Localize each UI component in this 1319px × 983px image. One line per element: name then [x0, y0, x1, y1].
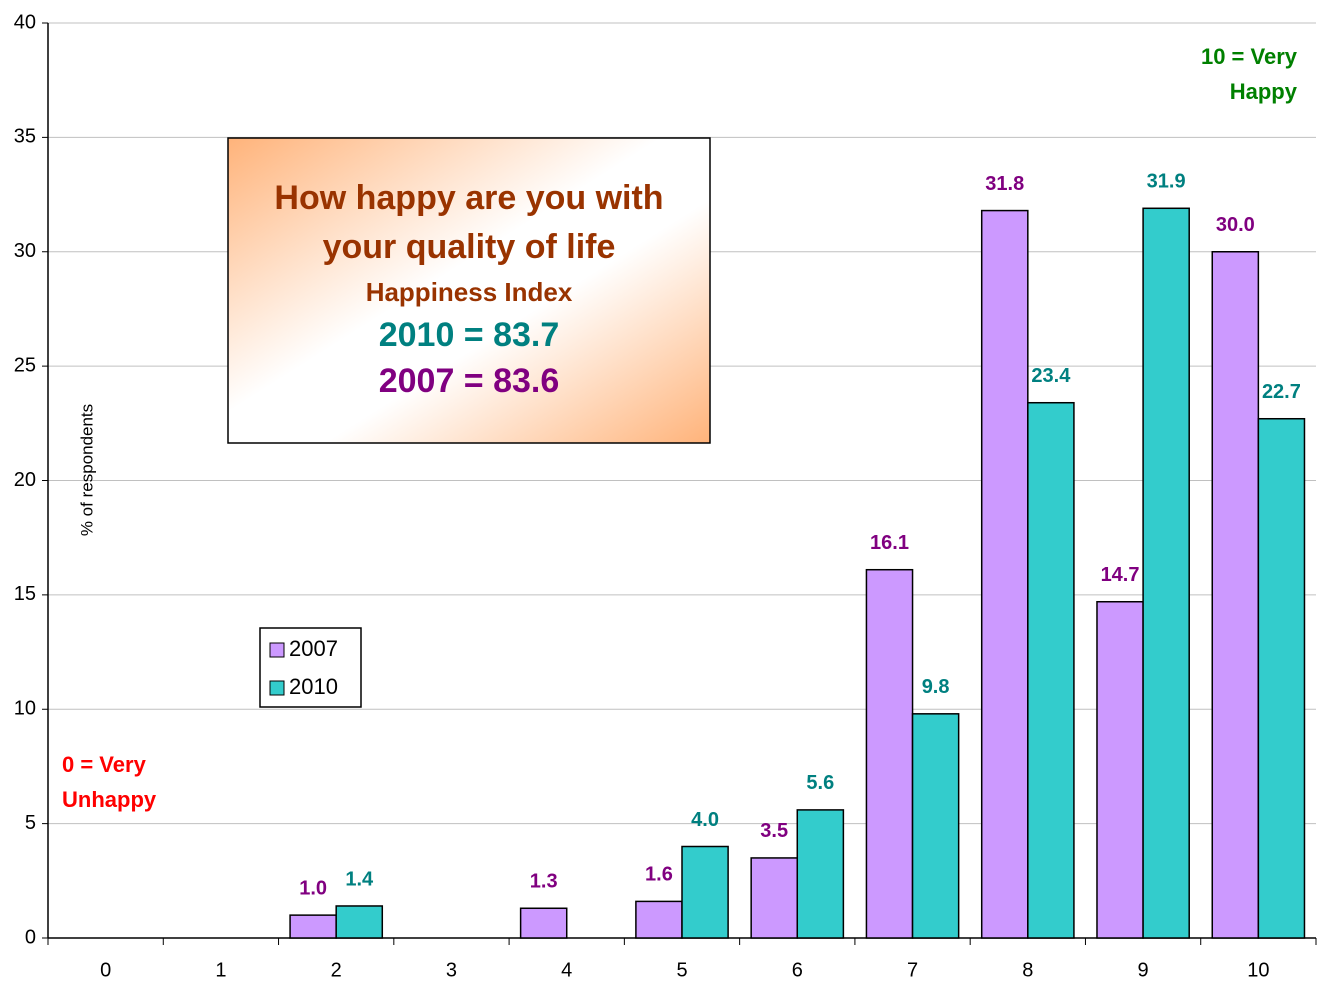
legend-swatch [269, 680, 285, 696]
data-label: 22.7 [1262, 381, 1301, 403]
bar [911, 713, 960, 939]
data-label: 31.8 [985, 173, 1024, 195]
y-tick-label: 40 [14, 11, 36, 33]
x-tick-label: 5 [676, 959, 687, 981]
bar [289, 914, 337, 939]
annotation: 0 = Very [62, 752, 147, 777]
data-label: 9.8 [922, 676, 950, 698]
bar [681, 845, 729, 939]
bar [1142, 207, 1190, 939]
data-label: 1.0 [299, 877, 327, 899]
x-tick-label: 4 [561, 959, 572, 981]
y-tick-label: 20 [14, 469, 36, 491]
x-tick-label: 9 [1138, 959, 1149, 981]
legend-label: 2007 [289, 636, 338, 661]
y-axis-label: % of respondents [77, 404, 96, 536]
data-label: 1.6 [645, 864, 673, 886]
bar [796, 809, 845, 939]
data-label: 1.3 [530, 871, 558, 893]
text-box-line: 2007 = 83.6 [379, 362, 560, 400]
x-tick-label: 10 [1247, 959, 1269, 981]
y-tick-label: 30 [14, 240, 36, 262]
x-tick-label: 3 [446, 959, 457, 981]
bar [335, 905, 384, 939]
text-box-line: your quality of life [323, 228, 616, 266]
data-label: 1.4 [345, 868, 374, 890]
annotation: Unhappy [62, 787, 157, 812]
legend-label: 2010 [289, 674, 338, 699]
bar [750, 857, 799, 939]
text-box-line: How happy are you with [274, 179, 663, 217]
y-tick-label: 15 [14, 583, 36, 605]
x-tick-label: 1 [215, 959, 226, 981]
data-label: 30.0 [1216, 214, 1255, 236]
data-label: 23.4 [1031, 365, 1071, 387]
text-box [227, 137, 711, 444]
x-tick-label: 0 [100, 959, 111, 981]
bar [1096, 600, 1144, 939]
data-label: 5.6 [806, 772, 834, 794]
annotation: Happy [1230, 79, 1298, 104]
bar [635, 900, 683, 939]
data-label: 14.7 [1101, 564, 1140, 586]
data-label: 4.0 [691, 809, 719, 831]
x-tick-label: 2 [331, 959, 342, 981]
x-tick-label: 7 [907, 959, 918, 981]
x-tick-label: 8 [1022, 959, 1033, 981]
bar [980, 209, 1029, 939]
bar [865, 568, 914, 939]
legend-swatch [269, 642, 285, 658]
y-tick-label: 0 [25, 926, 36, 948]
text-box-line: Happiness Index [366, 277, 573, 307]
data-label: 3.5 [760, 820, 788, 842]
data-label: 31.9 [1147, 171, 1186, 193]
annotation: 10 = Very [1201, 44, 1298, 69]
y-tick-label: 35 [14, 126, 36, 148]
bar [1211, 251, 1260, 939]
text-box-line: 2010 = 83.7 [379, 316, 560, 354]
y-tick-label: 10 [14, 698, 36, 720]
x-tick-label: 6 [792, 959, 803, 981]
y-tick-label: 5 [25, 812, 36, 834]
data-label: 16.1 [870, 532, 909, 554]
bar [1027, 401, 1075, 939]
bar [519, 907, 568, 939]
y-tick-label: 25 [14, 354, 36, 376]
bar [1257, 417, 1306, 939]
